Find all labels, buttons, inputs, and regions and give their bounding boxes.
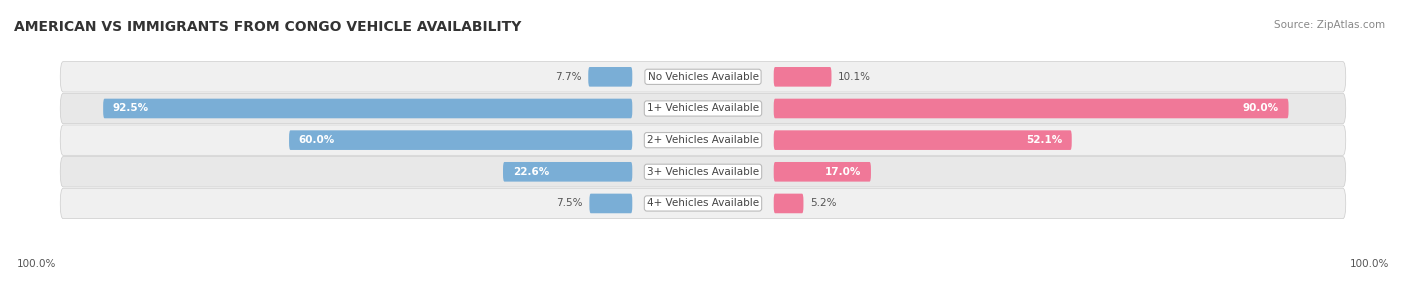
FancyBboxPatch shape <box>773 99 1288 118</box>
Text: 90.0%: 90.0% <box>1243 104 1279 114</box>
Text: 3+ Vehicles Available: 3+ Vehicles Available <box>647 167 759 177</box>
Text: 4+ Vehicles Available: 4+ Vehicles Available <box>647 198 759 208</box>
Text: 52.1%: 52.1% <box>1026 135 1062 145</box>
Text: 92.5%: 92.5% <box>112 104 149 114</box>
FancyBboxPatch shape <box>60 61 1346 92</box>
Text: 7.7%: 7.7% <box>555 72 582 82</box>
Text: 2+ Vehicles Available: 2+ Vehicles Available <box>647 135 759 145</box>
FancyBboxPatch shape <box>773 194 803 213</box>
FancyBboxPatch shape <box>60 125 1346 155</box>
Text: 60.0%: 60.0% <box>298 135 335 145</box>
Text: 17.0%: 17.0% <box>825 167 862 177</box>
FancyBboxPatch shape <box>60 93 1346 124</box>
Text: No Vehicles Available: No Vehicles Available <box>648 72 758 82</box>
Text: 5.2%: 5.2% <box>810 198 837 208</box>
FancyBboxPatch shape <box>103 99 633 118</box>
FancyBboxPatch shape <box>290 130 633 150</box>
Text: 1+ Vehicles Available: 1+ Vehicles Available <box>647 104 759 114</box>
FancyBboxPatch shape <box>503 162 633 182</box>
FancyBboxPatch shape <box>773 130 1071 150</box>
FancyBboxPatch shape <box>60 188 1346 219</box>
FancyBboxPatch shape <box>773 162 870 182</box>
Text: AMERICAN VS IMMIGRANTS FROM CONGO VEHICLE AVAILABILITY: AMERICAN VS IMMIGRANTS FROM CONGO VEHICL… <box>14 20 522 34</box>
FancyBboxPatch shape <box>60 157 1346 187</box>
Text: 7.5%: 7.5% <box>557 198 583 208</box>
Text: Source: ZipAtlas.com: Source: ZipAtlas.com <box>1274 20 1385 30</box>
Text: 22.6%: 22.6% <box>513 167 548 177</box>
FancyBboxPatch shape <box>589 194 633 213</box>
Text: 100.0%: 100.0% <box>1350 259 1389 269</box>
FancyBboxPatch shape <box>773 67 831 87</box>
Text: 100.0%: 100.0% <box>17 259 56 269</box>
FancyBboxPatch shape <box>588 67 633 87</box>
Text: 10.1%: 10.1% <box>838 72 870 82</box>
